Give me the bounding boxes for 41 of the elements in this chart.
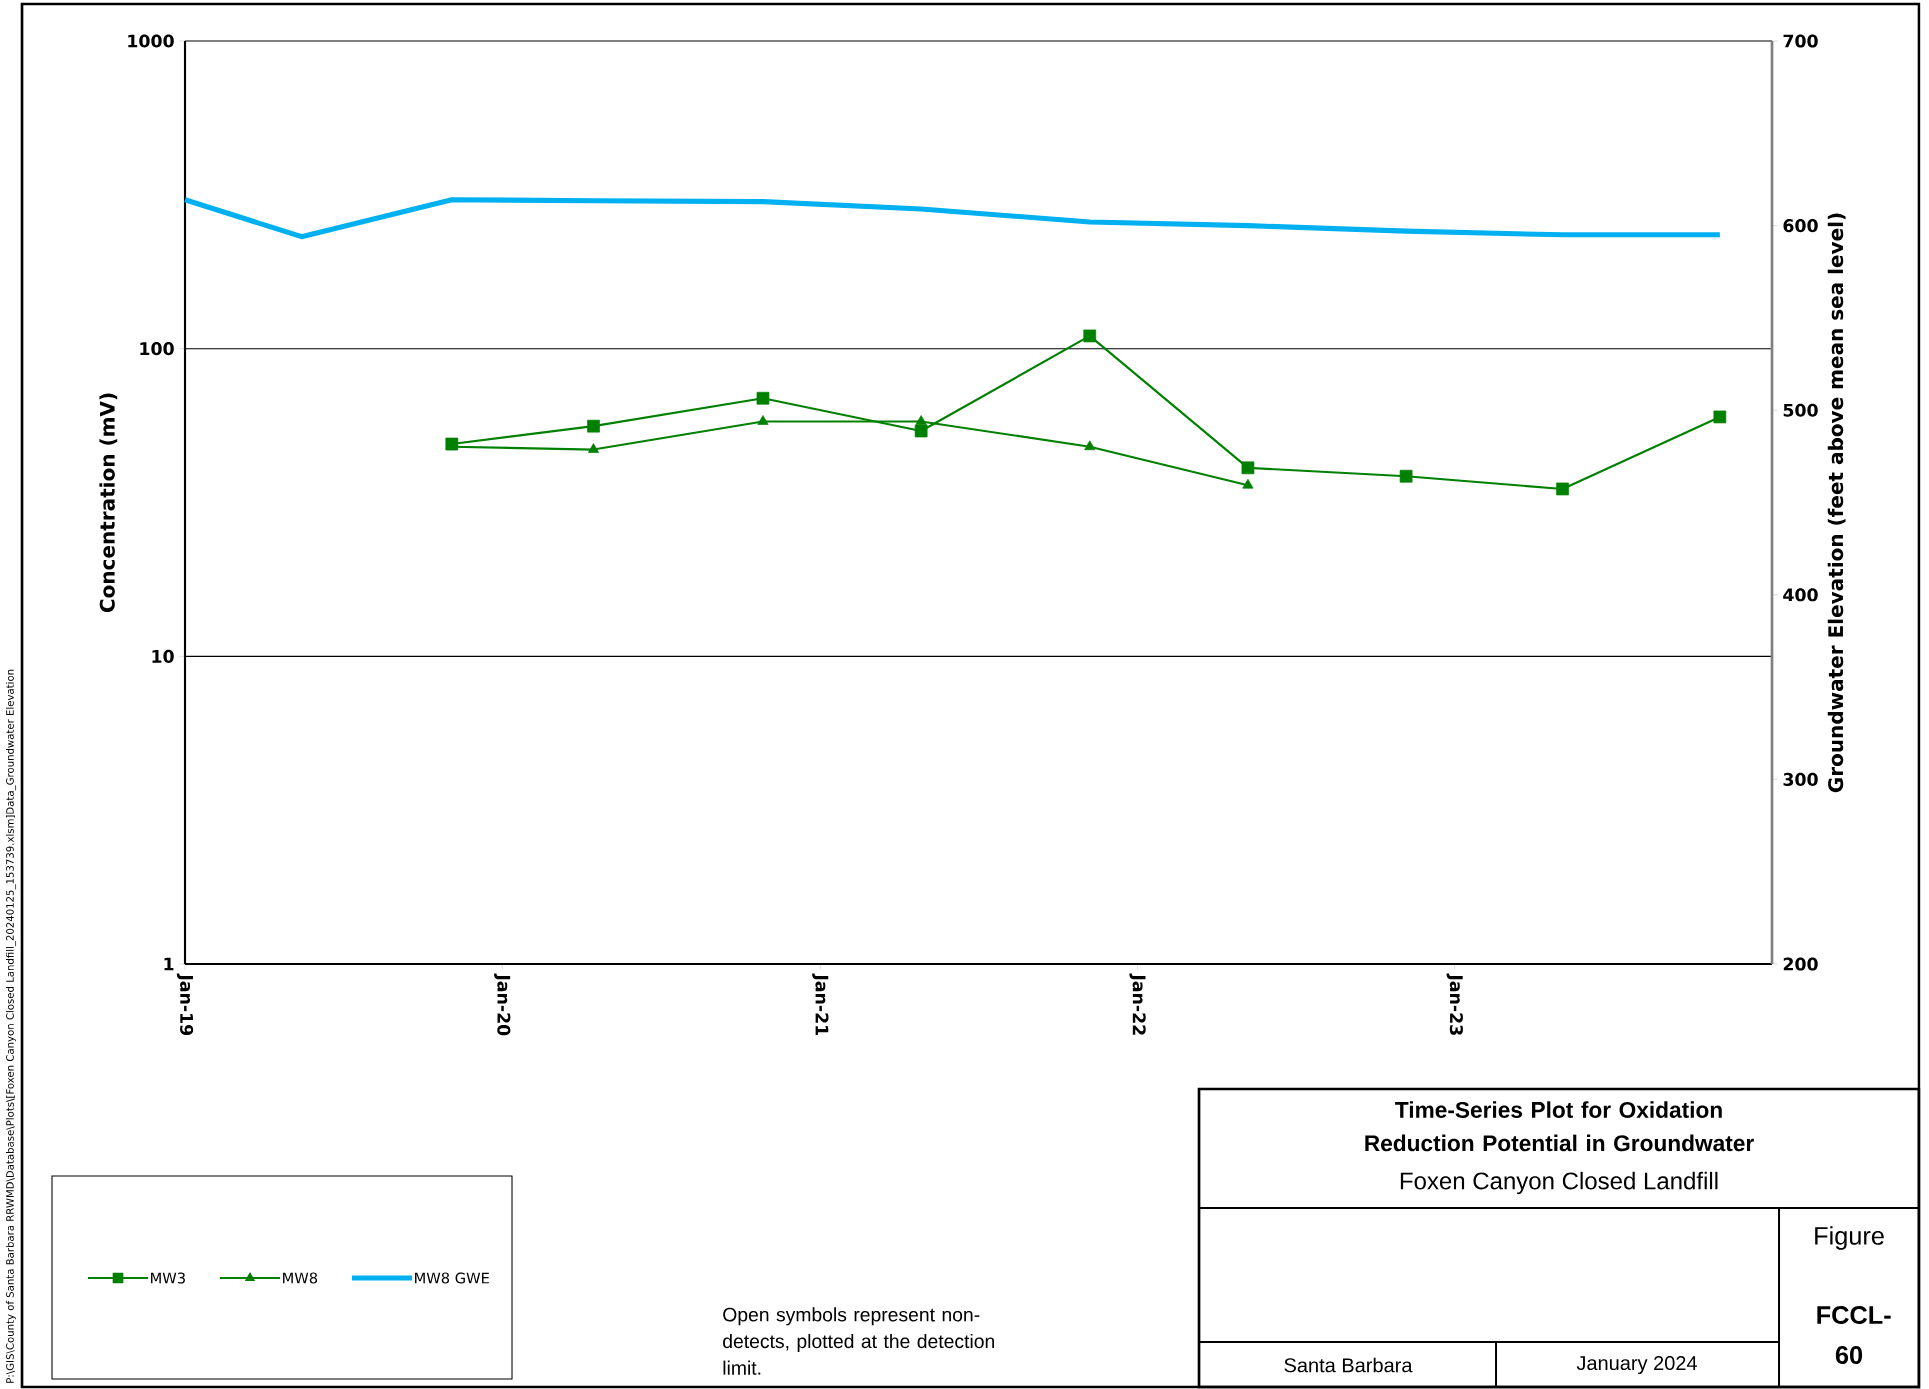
text: Time-Series Plot for Oxidation Reduction Potential in Groundwater [1365, 1101, 1754, 1152]
legend-label: MW8 GWE [415, 1272, 489, 1284]
point [1241, 461, 1255, 475]
y-axis-title: Concentration (mV) [99, 393, 118, 613]
text: P:\GIS\County of Santa Barbara RRWMD\Database\Plots\[Foxen Canyon Closed Landfill_20240125_153739.xlsm]Data_Groundwater Elevation [5, 669, 17, 1383]
point [1084, 440, 1096, 451]
point [756, 391, 770, 405]
point [915, 415, 927, 425]
point [1083, 329, 1097, 343]
legend-label: MW8 [283, 1272, 318, 1284]
legend-label: MW3 [151, 1272, 185, 1284]
point [1242, 478, 1254, 489]
text: Open symbols represent non-detects, plotted at the detection limit. [723, 1307, 994, 1375]
x-tick-label: Jan-22 [1129, 973, 1146, 1035]
y2-tick-label: 500 [1783, 403, 1818, 417]
point [914, 424, 928, 438]
point [757, 415, 769, 425]
text: January 2024 [1576, 1355, 1697, 1375]
point [1556, 482, 1569, 496]
text: FCCL-60 [1817, 1306, 1891, 1364]
x-tick-label: Jan-21 [812, 973, 829, 1036]
y-tick-label: 100 [140, 342, 174, 356]
x-tick-label: Jan-19 [176, 973, 194, 1036]
text: Santa Barbara [1284, 1357, 1413, 1373]
y2-tick-label: 300 [1783, 772, 1818, 786]
y2-tick-label: 600 [1783, 219, 1818, 233]
y2-tick-label: 700 [1783, 34, 1818, 48]
y2-tick-label: 200 [1783, 957, 1818, 971]
y-tick-label: 1 [164, 957, 174, 971]
point [1399, 469, 1413, 483]
y-tick-label: 1000 [128, 34, 174, 48]
point [587, 443, 600, 453]
y-tick-label: 10 [152, 649, 174, 663]
x-tick-label: Jan-23 [1446, 973, 1463, 1035]
text: Foxen Canyon Closed Landfill [1400, 1171, 1718, 1195]
point [587, 419, 600, 433]
y2-tick-label: 400 [1783, 588, 1818, 602]
point [1713, 410, 1727, 424]
text: Figure [1815, 1226, 1884, 1250]
x-tick-label: Jan-20 [494, 973, 511, 1036]
y2-axis-title: Groundwater Elevation (feet above mean sea level) [1827, 213, 1846, 793]
